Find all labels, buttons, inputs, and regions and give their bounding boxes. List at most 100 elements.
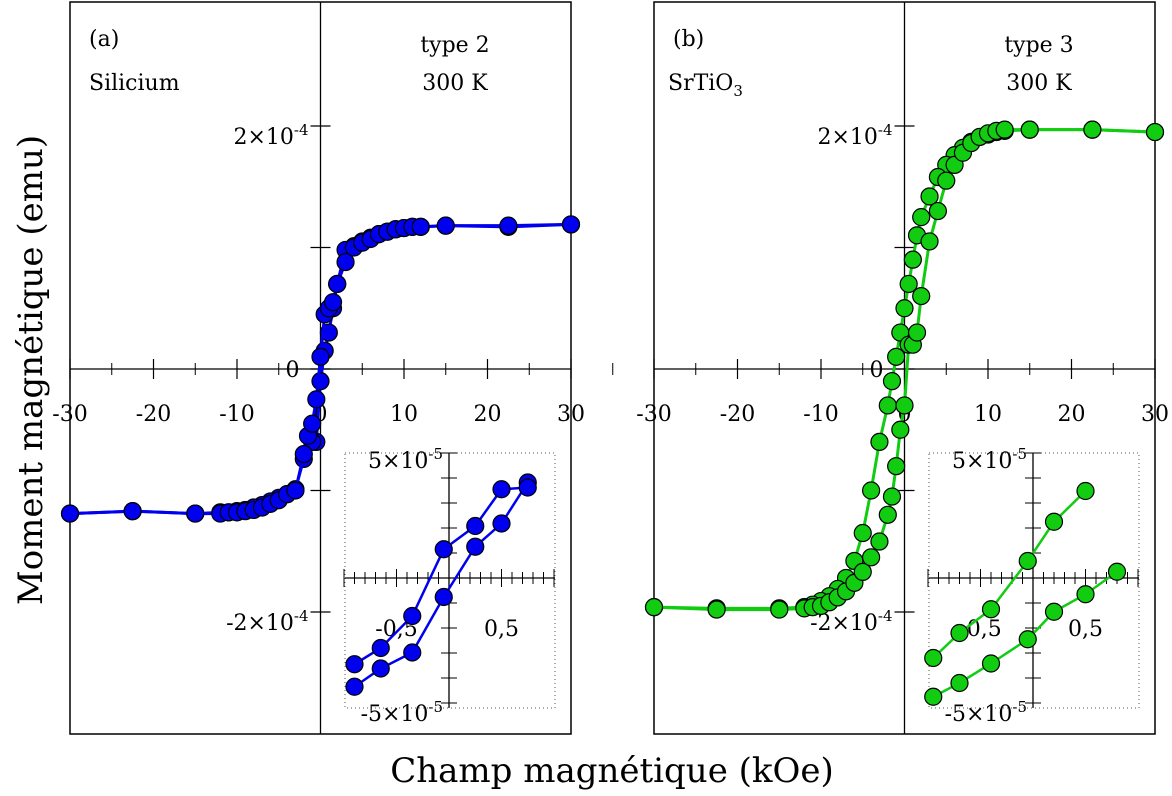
type-label: type 3 [1004,33,1073,58]
data-point [336,252,355,272]
data-point [1020,120,1039,139]
data-point [870,532,889,551]
inset-y-tick-label: -5×10-5 [361,698,443,727]
inset-data-point [1018,551,1037,571]
data-point [311,372,330,391]
inset-data-point [1044,602,1064,621]
data-point [882,487,902,506]
data-point [303,414,322,433]
inset-data-point [981,654,1001,673]
type-label: type 2 [420,33,489,58]
x-tick-label: 10 [974,402,1002,427]
data-point [928,201,948,221]
x-tick-label: 20 [1058,402,1086,427]
x-axis-title: Champ magnétique (kOe) [390,751,834,791]
inset-data-point [981,600,1001,619]
inset-data-point [466,516,485,536]
data-point [907,323,927,342]
y-tick-label: 0 [870,358,884,383]
inset-data-point [345,655,364,674]
data-point [307,390,326,409]
data-point [920,187,939,206]
main-series [60,215,581,523]
inset-data-point [924,687,943,706]
data-point [995,120,1014,139]
inset-data-point [492,514,511,533]
data-point [644,598,664,617]
data-point [294,444,313,464]
x-tick-label: -30 [636,402,671,427]
inset-data-point [518,478,537,497]
inset-plot: -0,5 0,55×10-5-5×10-5 [924,445,1140,727]
inset-data-point [371,638,390,658]
data-point [770,600,789,619]
inset-data-point [1076,481,1095,501]
temperature-label: 300 K [1006,71,1072,96]
data-point [286,481,305,500]
data-point [878,505,897,524]
data-point [920,232,939,251]
inset-x-tick-label: 0,5 [1068,617,1103,642]
data-point [895,396,914,415]
data-point [411,217,430,236]
data-point [861,548,881,567]
data-point [186,504,205,523]
data-point [903,250,922,269]
data-point [899,274,918,294]
data-point [328,274,347,294]
y-tick-label: 0 [286,358,300,383]
x-tick-label: 30 [557,402,585,427]
panel-b: (b) SrTiO3 type 3 300 K -30 -20 -10 0 10 20 30… [636,1,1169,735]
data-point [561,215,581,234]
x-tick-label: 10 [390,402,418,427]
y-tick-label: -2×10-4 [226,607,308,636]
data-point [882,372,902,391]
x-tick-label: 30 [1141,402,1169,427]
data-point [887,347,906,366]
data-point [878,396,897,415]
y-tick-label: 2×10-4 [233,121,308,150]
data-point [912,208,931,227]
x-tick-label: -20 [136,402,171,427]
inset-frame [928,452,1140,709]
y-axis-title: Moment magnétique (emu) [11,135,51,605]
inset-data-point [403,606,422,626]
inset-y-tick-label: 5×10-5 [368,445,443,474]
inset-data-point [1076,585,1095,604]
sample-label: Silicium [89,71,180,96]
data-point [311,347,330,366]
inset-data-point [403,643,422,662]
data-point [870,432,889,451]
data-point [861,481,881,500]
inset-data-point [466,537,485,556]
inset-data-point [434,540,453,559]
x-tick-label: -10 [803,402,838,427]
temperature-label: 300 K [422,71,488,96]
inset-data-point [1018,630,1037,649]
inset-data-point [1044,512,1064,531]
data-point [912,287,931,306]
inset-y-tick-label: 5×10-5 [952,445,1027,474]
panel-label: (a) [89,27,119,52]
inset-data-point [345,677,364,696]
x-tick-label: -30 [52,402,87,427]
data-point [1083,120,1102,139]
inset-x-tick-label: 0,5 [484,617,519,642]
data-point [937,171,956,190]
data-point [707,600,726,619]
data-point [499,216,518,235]
data-point [853,523,872,543]
inset-y-tick-label: -5×10-5 [945,698,1027,727]
data-point [887,457,906,476]
inset-data-point [924,648,943,668]
data-point [123,502,142,521]
y-tick-label: -2×10-4 [810,607,892,636]
x-tick-label: -10 [219,402,254,427]
inset-plot: -0,5 0,55×10-5-5×10-5 [343,445,556,727]
main-series [644,120,1165,619]
inset-data-point [434,587,453,607]
inset-data-point [950,673,969,693]
x-tick-label: 20 [474,402,502,427]
